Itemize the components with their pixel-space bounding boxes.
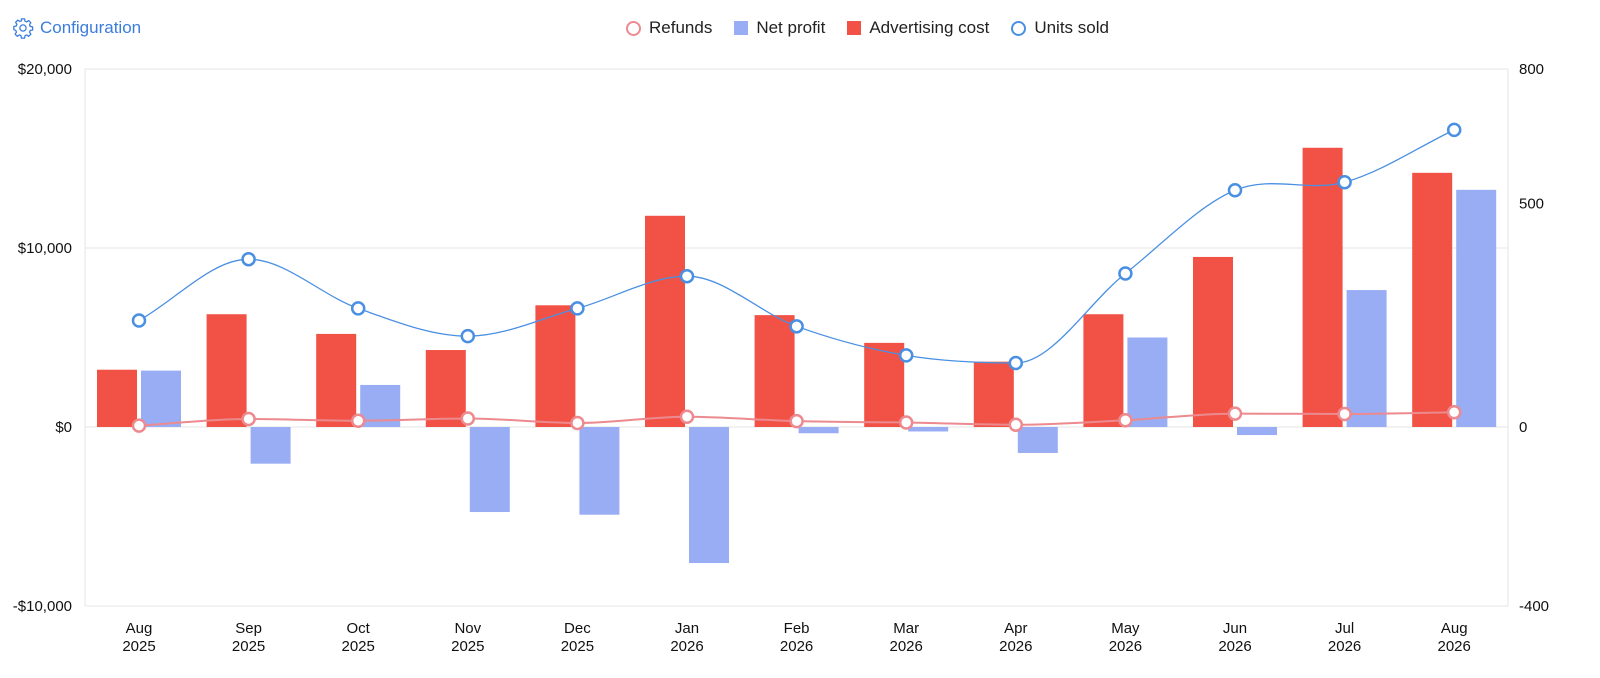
point-units-sold[interactable]: [1008, 355, 1024, 371]
bar-advertising-cost[interactable]: [973, 361, 1014, 427]
legend-swatch: [734, 21, 749, 35]
x-tick-label: Apr 2026: [999, 620, 1032, 655]
legend-label: Units sold: [1034, 18, 1109, 37]
bar-net-profit[interactable]: [908, 427, 949, 432]
y-axis-left: -$10,000 $0 $10,000 $20,000: [13, 61, 72, 615]
point-units-sold[interactable]: [1446, 122, 1462, 138]
x-tick-label: Oct 2025: [342, 620, 375, 655]
legend-item-net-profit[interactable]: Net profit: [734, 18, 825, 38]
bar-net-profit[interactable]: [798, 427, 839, 434]
point-refunds[interactable]: [241, 411, 256, 427]
bar-advertising-cost[interactable]: [97, 369, 137, 427]
y-right-tick-label: 0: [1519, 419, 1527, 436]
legend-swatch: [626, 20, 641, 36]
y-left-tick-label: $20,000: [18, 61, 72, 78]
configuration-button[interactable]: Configuration: [12, 14, 141, 42]
bar-advertising-cost[interactable]: [754, 315, 795, 427]
y-right-tick-label: -400: [1519, 598, 1549, 615]
legend-label: Net profit: [756, 18, 826, 37]
point-units-sold[interactable]: [789, 319, 804, 334]
bar-advertising-cost[interactable]: [206, 314, 247, 427]
point-units-sold[interactable]: [241, 251, 256, 267]
x-tick-label: Nov 2025: [451, 620, 484, 655]
gear-icon: [12, 17, 34, 39]
y-left-tick-label: -$10,000: [13, 598, 72, 615]
point-units-sold[interactable]: [679, 268, 695, 284]
x-tick-label: Feb 2026: [780, 620, 813, 655]
point-refunds[interactable]: [350, 413, 366, 428]
legend-item-refunds[interactable]: Refunds: [626, 18, 712, 38]
bar-advertising-cost[interactable]: [425, 350, 466, 427]
x-tick-label: Sep 2025: [232, 620, 265, 655]
point-refunds[interactable]: [131, 418, 147, 433]
bar-advertising-cost[interactable]: [645, 215, 685, 427]
point-units-sold[interactable]: [570, 301, 585, 316]
x-tick-label: May 2026: [1109, 620, 1142, 655]
configuration-label: Configuration: [40, 18, 142, 37]
gridlines: [84, 68, 1509, 607]
y-right-tick-label: 500: [1519, 195, 1544, 212]
point-refunds[interactable]: [1118, 413, 1133, 428]
bar-net-profit[interactable]: [579, 427, 620, 515]
legend-label: Refunds: [649, 18, 713, 37]
bar-advertising-cost[interactable]: [1412, 172, 1453, 427]
x-tick-label: Jan 2026: [670, 620, 703, 655]
point-units-sold[interactable]: [898, 348, 914, 363]
point-units-sold[interactable]: [1118, 266, 1133, 281]
bar-net-profit[interactable]: [469, 427, 510, 513]
point-refunds[interactable]: [679, 409, 695, 424]
point-refunds[interactable]: [460, 411, 476, 426]
y-left-tick-label: $0: [55, 419, 72, 436]
bar-net-profit[interactable]: [1237, 427, 1277, 436]
x-axis: Aug 2025 Sep 2025 Oct 2025 Nov 2025 Dec 2025 Jan 20…: [122, 620, 1471, 655]
bar-net-profit[interactable]: [1456, 189, 1497, 427]
point-units-sold[interactable]: [131, 313, 147, 328]
bar-advertising-cost[interactable]: [1302, 147, 1343, 427]
bar-net-profit[interactable]: [1017, 427, 1058, 453]
line-points: [131, 122, 1462, 433]
y-right-tick-label: 800: [1519, 61, 1544, 78]
bar-advertising-cost[interactable]: [316, 333, 357, 427]
point-refunds[interactable]: [898, 415, 914, 430]
x-tick-label: Mar 2026: [890, 620, 923, 655]
x-tick-label: Jul 2026: [1328, 620, 1361, 655]
bar-advertising-cost[interactable]: [1193, 256, 1233, 427]
chart-legend: Refunds Net profit Advertising cost Units s…: [626, 14, 1131, 42]
bar-advertising-cost[interactable]: [1083, 314, 1124, 427]
bar-series: [97, 147, 1497, 564]
bar-net-profit[interactable]: [1127, 337, 1168, 428]
point-units-sold[interactable]: [1337, 174, 1352, 190]
bar-advertising-cost[interactable]: [535, 305, 576, 427]
bar-net-profit[interactable]: [141, 370, 181, 427]
x-tick-label: Jun 2026: [1218, 620, 1251, 655]
point-refunds[interactable]: [1446, 404, 1462, 420]
point-units-sold[interactable]: [350, 301, 366, 316]
legend-swatch: [1011, 20, 1027, 36]
legend-swatch: [847, 21, 862, 35]
y-axis-right: -400 0 500 800: [1519, 61, 1549, 615]
bar-net-profit[interactable]: [1346, 290, 1387, 427]
legend-label: Advertising cost: [869, 18, 990, 37]
x-tick-label: Aug 2025: [122, 620, 155, 655]
point-refunds[interactable]: [789, 413, 804, 429]
bar-advertising-cost[interactable]: [864, 342, 905, 427]
point-refunds[interactable]: [1008, 417, 1024, 433]
legend-item-units-sold[interactable]: Units sold: [1011, 18, 1109, 38]
bar-net-profit[interactable]: [689, 427, 729, 564]
y-left-tick-label: $10,000: [18, 240, 72, 257]
point-units-sold[interactable]: [460, 328, 476, 344]
point-refunds[interactable]: [570, 415, 585, 431]
point-units-sold[interactable]: [1227, 183, 1243, 198]
point-refunds[interactable]: [1227, 406, 1243, 421]
x-tick-label: Aug 2026: [1438, 620, 1471, 655]
x-tick-label: Dec 2025: [561, 620, 594, 655]
legend-item-advertising-cost[interactable]: Advertising cost: [847, 18, 989, 38]
bar-net-profit[interactable]: [250, 427, 291, 464]
point-refunds[interactable]: [1337, 406, 1352, 422]
